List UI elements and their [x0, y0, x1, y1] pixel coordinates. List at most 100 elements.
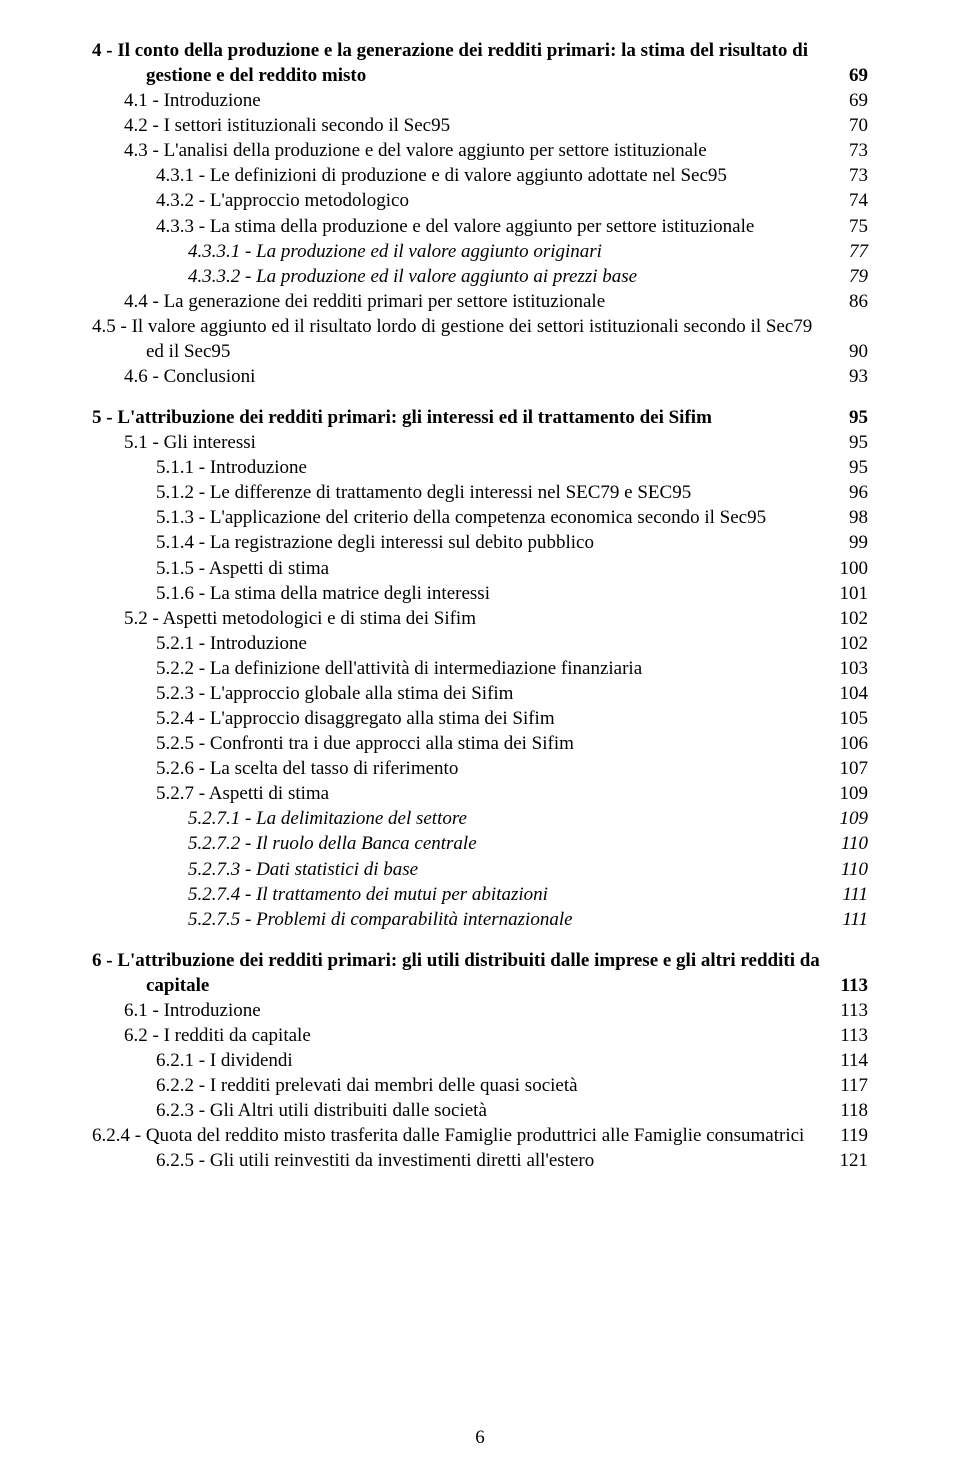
toc-entry-text: 5.1.4 - La registrazione degli interessi… [92, 530, 826, 555]
toc-entry: 5.2.7.5 - Problemi di comparabilità inte… [92, 907, 868, 932]
toc-entry: 4.3.3 - La stima della produzione e del … [92, 214, 868, 239]
toc-entry: 4.6 - Conclusioni93 [92, 364, 868, 389]
toc-entry-text: 6.2.3 - Gli Altri utili distribuiti dall… [92, 1098, 826, 1123]
toc-entry-text: 5.2.7.4 - Il trattamento dei mutui per a… [92, 882, 826, 907]
toc-entry-text: 5.1.2 - Le differenze di trattamento deg… [92, 480, 826, 505]
toc-entry-text: 6 - L'attribuzione dei redditi primari: … [92, 948, 826, 998]
toc-entry: 4.1 - Introduzione69 [92, 88, 868, 113]
toc-entry-page: 86 [826, 289, 868, 314]
toc-entry: 6.1 - Introduzione113 [92, 998, 868, 1023]
toc-entry-page: 100 [826, 556, 868, 581]
toc-entry-page: 106 [826, 731, 868, 756]
toc-entry-text: 5.2.6 - La scelta del tasso di riferimen… [92, 756, 826, 781]
toc-entry-page: 121 [826, 1148, 868, 1173]
toc-entry-page: 79 [826, 264, 868, 289]
toc-entry-page: 69 [826, 88, 868, 113]
toc-entry-page: 73 [826, 163, 868, 188]
toc-entry: 6.2.3 - Gli Altri utili distribuiti dall… [92, 1098, 868, 1123]
toc-entry: 5.1 - Gli interessi95 [92, 430, 868, 455]
toc-entry-page: 113 [826, 1023, 868, 1048]
toc-entry-page: 103 [826, 656, 868, 681]
toc-entry-page: 118 [826, 1098, 868, 1123]
toc-entry-text: 5.2.5 - Confronti tra i due approcci all… [92, 731, 826, 756]
toc-entry: 6 - L'attribuzione dei redditi primari: … [92, 948, 868, 998]
toc-entry: 5.1.4 - La registrazione degli interessi… [92, 530, 868, 555]
toc-entry-page: 93 [826, 364, 868, 389]
toc-entry-text: 6.2.5 - Gli utili reinvestiti da investi… [92, 1148, 826, 1173]
toc-entry-page: 96 [826, 480, 868, 505]
toc-entry: 5.2 - Aspetti metodologici e di stima de… [92, 606, 868, 631]
toc-entry-page: 113 [826, 973, 868, 998]
toc-entry-text: 5.2.2 - La definizione dell'attività di … [92, 656, 826, 681]
toc-entry-text: 5.2.3 - L'approccio globale alla stima d… [92, 681, 826, 706]
toc-entry-text: 4.3.1 - Le definizioni di produzione e d… [92, 163, 826, 188]
toc-entry-text: 5.1.3 - L'applicazione del criterio dell… [92, 505, 826, 530]
toc-entry-page: 74 [826, 188, 868, 213]
toc-entry: 5.1.5 - Aspetti di stima100 [92, 556, 868, 581]
toc-entry: 5.2.5 - Confronti tra i due approcci all… [92, 731, 868, 756]
toc-entry: 4.2 - I settori istituzionali secondo il… [92, 113, 868, 138]
toc-entry: 5.2.1 - Introduzione102 [92, 631, 868, 656]
toc-entry-text: 5.1 - Gli interessi [92, 430, 826, 455]
toc-entry-text: 5 - L'attribuzione dei redditi primari: … [92, 405, 826, 430]
toc-entry-page: 105 [826, 706, 868, 731]
toc-entry: 4.3.3.2 - La produzione ed il valore agg… [92, 264, 868, 289]
toc-entry-page: 113 [826, 998, 868, 1023]
toc-entry-page: 77 [826, 239, 868, 264]
toc-entry-page: 90 [826, 339, 868, 364]
toc-entry-text: 4.3.3 - La stima della produzione e del … [92, 214, 826, 239]
toc-entry-page: 117 [826, 1073, 868, 1098]
toc-entry: 5.2.7.1 - La delimitazione del settore10… [92, 806, 868, 831]
toc-entry-text: 5.2.7.2 - Il ruolo della Banca centrale [92, 831, 826, 856]
toc-entry: 6.2.5 - Gli utili reinvestiti da investi… [92, 1148, 868, 1173]
toc-entry: 5.2.7.2 - Il ruolo della Banca centrale1… [92, 831, 868, 856]
toc-entry: 6.2.4 - Quota del reddito misto trasferi… [92, 1123, 868, 1148]
toc-entry-page: 110 [826, 857, 868, 882]
toc-entry-page: 107 [826, 756, 868, 781]
toc-entry: 4.3.1 - Le definizioni di produzione e d… [92, 163, 868, 188]
toc-entry-page: 73 [826, 138, 868, 163]
toc-entry: 6.2 - I redditi da capitale113 [92, 1023, 868, 1048]
toc-entry-page: 99 [826, 530, 868, 555]
page-number: 6 [0, 1427, 960, 1449]
toc-entry-page: 111 [826, 907, 868, 932]
toc-entry-text: 4.3.3.1 - La produzione ed il valore agg… [92, 239, 826, 264]
toc-entry-text: 4.2 - I settori istituzionali secondo il… [92, 113, 826, 138]
toc-entry: 5.1.3 - L'applicazione del criterio dell… [92, 505, 868, 530]
toc-entry: 5.2.7.4 - Il trattamento dei mutui per a… [92, 882, 868, 907]
toc-entry-text: 5.2 - Aspetti metodologici e di stima de… [92, 606, 826, 631]
toc-entry-page: 95 [826, 430, 868, 455]
toc-entry-page: 109 [826, 806, 868, 831]
toc-entry-page: 114 [826, 1048, 868, 1073]
toc-entry-text: 5.2.7.3 - Dati statistici di base [92, 857, 826, 882]
toc-entry-text: 4.3.2 - L'approccio metodologico [92, 188, 826, 213]
toc-entry-page: 110 [826, 831, 868, 856]
toc-entry: 5 - L'attribuzione dei redditi primari: … [92, 405, 868, 430]
toc-entry: 5.1.2 - Le differenze di trattamento deg… [92, 480, 868, 505]
toc-entry-text: 5.1.5 - Aspetti di stima [92, 556, 826, 581]
toc-entry-text: 6.2 - I redditi da capitale [92, 1023, 826, 1048]
toc-entry: 5.1.6 - La stima della matrice degli int… [92, 581, 868, 606]
toc-entry-text: 4.6 - Conclusioni [92, 364, 826, 389]
toc-entry: 5.2.7 - Aspetti di stima109 [92, 781, 868, 806]
toc-entry: 4 - Il conto della produzione e la gener… [92, 38, 868, 88]
toc-entry-text: 4 - Il conto della produzione e la gener… [92, 38, 826, 88]
toc-entry-page: 102 [826, 631, 868, 656]
toc-entry-text: 5.2.7.5 - Problemi di comparabilità inte… [92, 907, 826, 932]
toc-entry-text: 4.4 - La generazione dei redditi primari… [92, 289, 826, 314]
toc-entry-page: 69 [826, 63, 868, 88]
toc-entry: 4.4 - La generazione dei redditi primari… [92, 289, 868, 314]
toc-entry: 6.2.2 - I redditi prelevati dai membri d… [92, 1073, 868, 1098]
toc-entry-page: 101 [826, 581, 868, 606]
toc-entry: 5.2.2 - La definizione dell'attività di … [92, 656, 868, 681]
toc-entry-page: 98 [826, 505, 868, 530]
toc-entry-text: 5.2.7 - Aspetti di stima [92, 781, 826, 806]
toc-gap [92, 389, 868, 405]
toc-entry-page: 111 [826, 882, 868, 907]
toc-entry: 5.2.6 - La scelta del tasso di riferimen… [92, 756, 868, 781]
toc-entry: 5.2.3 - L'approccio globale alla stima d… [92, 681, 868, 706]
document-page: 4 - Il conto della produzione e la gener… [0, 0, 960, 1475]
toc-entry: 4.5 - Il valore aggiunto ed il risultato… [92, 314, 868, 364]
toc-entry-text: 5.1.6 - La stima della matrice degli int… [92, 581, 826, 606]
toc-entry: 4.3 - L'analisi della produzione e del v… [92, 138, 868, 163]
